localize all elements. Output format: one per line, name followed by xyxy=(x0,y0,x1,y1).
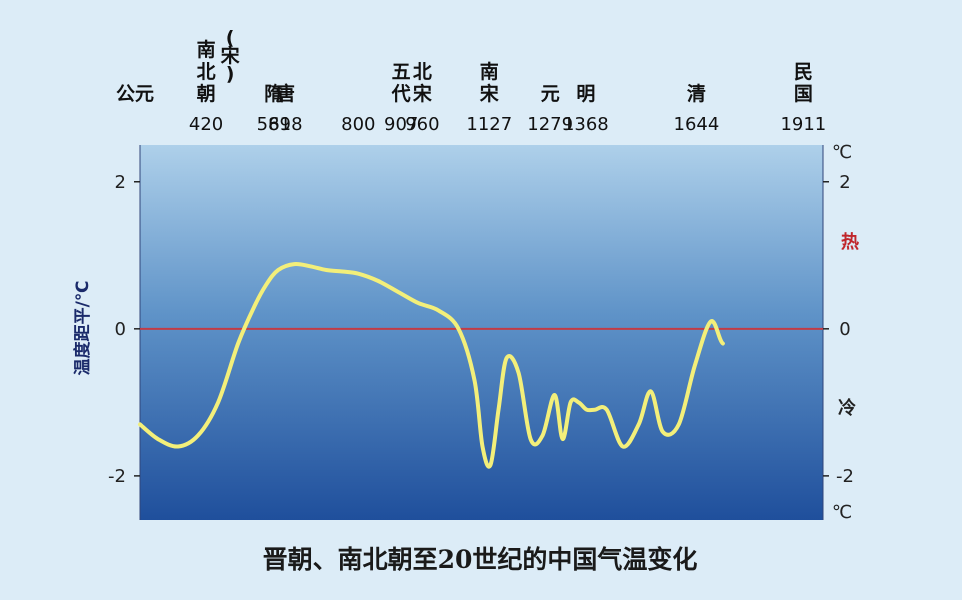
year-label: 1368 xyxy=(563,114,609,135)
left-tick-label: -2 xyxy=(108,466,126,487)
era-label: 唐 xyxy=(276,82,295,105)
year-label: 1644 xyxy=(674,114,720,135)
left-tick-label: 2 xyxy=(115,172,126,193)
era-label: 明 xyxy=(576,83,595,105)
era-label: 南宋 xyxy=(479,61,499,105)
year-label: 618 xyxy=(268,114,302,135)
era-label: 元 xyxy=(541,83,560,105)
right-tick-label: 0 xyxy=(839,319,850,340)
year-label: 1279 xyxy=(527,114,573,135)
year-label: 1127 xyxy=(466,114,512,135)
era-label: 清 xyxy=(687,82,706,105)
era-label-sub: (宋) xyxy=(220,27,240,85)
era-label: 五代 xyxy=(391,61,411,105)
corner-label: 公元 xyxy=(116,83,154,105)
left-tick-label: 0 xyxy=(115,319,126,340)
year-label: 907 xyxy=(384,114,418,135)
era-label: 隋 xyxy=(264,82,283,105)
y-axis-unit-top: ℃ xyxy=(832,142,852,163)
era-label: 民国 xyxy=(794,61,813,105)
era-labels: 420 南北朝(宋) 589 隋 618 唐 800 907 五代 960 北宋 1127 南宋 1279… xyxy=(189,27,826,135)
right-tick-label: -2 xyxy=(836,466,854,487)
y-axis-unit-bottom: ℃ xyxy=(832,502,852,523)
year-label: 960 xyxy=(405,114,439,135)
chart-title: 晋朝、南北朝至20世纪的中国气温变化 xyxy=(263,545,698,574)
left-y-axis: 2 0 -2 xyxy=(108,145,141,520)
warm-label: 热 xyxy=(841,231,859,253)
right-tick-label: 2 xyxy=(839,172,850,193)
cold-label: 冷 xyxy=(838,397,856,419)
era-label: 北宋 xyxy=(412,61,432,105)
year-label: 1911 xyxy=(780,114,826,135)
plot-area xyxy=(140,145,823,520)
year-label: 800 xyxy=(341,114,375,135)
right-y-axis: 2 0 -2 xyxy=(822,145,854,520)
year-label: 420 xyxy=(189,114,223,135)
year-label: 589 xyxy=(257,114,291,135)
era-label: 南北朝 xyxy=(197,39,216,105)
series-line-temperature xyxy=(138,261,725,469)
y-axis-label: 温度距平/℃ xyxy=(72,281,93,376)
